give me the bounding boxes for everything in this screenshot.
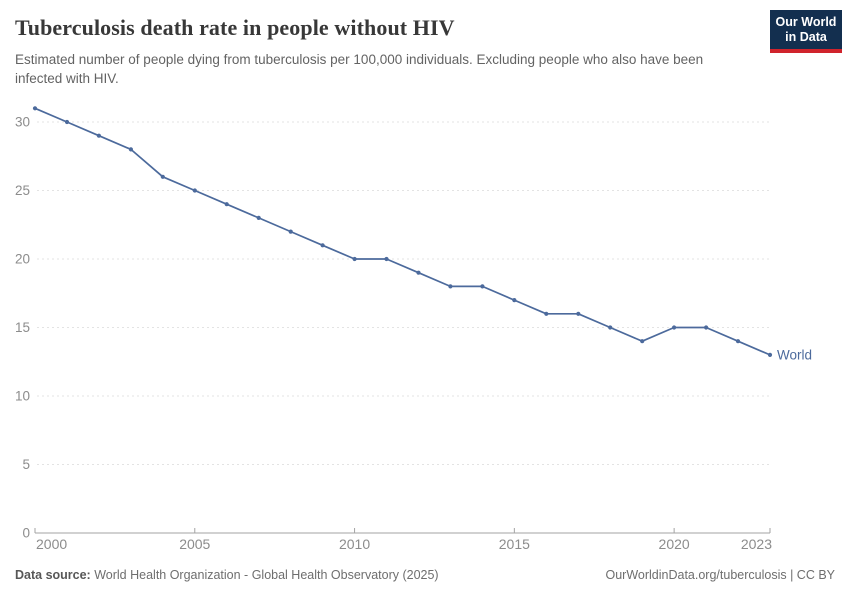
x-axis-tick-label: 2015 — [499, 536, 530, 552]
data-point[interactable] — [96, 133, 101, 138]
x-axis-tick-label: 2005 — [179, 536, 210, 552]
data-point[interactable] — [384, 256, 389, 262]
data-point[interactable] — [256, 215, 261, 220]
x-axis-tick-label: 2000 — [36, 536, 67, 552]
owid-logo-text: Our World in Data — [770, 10, 842, 49]
data-point[interactable] — [512, 298, 517, 303]
data-point[interactable] — [288, 229, 293, 234]
data-point[interactable] — [480, 284, 485, 289]
y-axis-tick-label: 25 — [15, 183, 30, 198]
owid-logo-line2: in Data — [785, 30, 827, 44]
credit-link[interactable]: OurWorldinData.org/tuberculosis | CC BY — [605, 568, 836, 582]
data-point[interactable] — [448, 284, 453, 289]
data-point[interactable] — [735, 339, 741, 344]
data-point[interactable] — [352, 256, 357, 262]
data-source-label: Data source: — [15, 568, 91, 582]
y-axis-tick-label: 20 — [15, 252, 30, 267]
chart-subtitle: Estimated number of people dying from tu… — [15, 52, 704, 86]
data-point[interactable] — [672, 325, 677, 330]
data-point[interactable] — [767, 352, 773, 357]
x-axis-tick-label: 2020 — [659, 536, 690, 552]
chart-footer: Data source: World Health Organization -… — [15, 567, 835, 583]
y-axis-tick-label: 0 — [22, 526, 30, 541]
owid-logo-red-bar — [770, 49, 842, 53]
series-end-label: World — [777, 347, 812, 362]
data-point[interactable] — [544, 311, 549, 316]
data-point[interactable] — [128, 147, 133, 152]
data-point[interactable] — [192, 188, 197, 193]
y-axis-tick-label: 10 — [15, 389, 30, 404]
data-point[interactable] — [608, 325, 613, 330]
data-source-text: World Health Organization - Global Healt… — [94, 568, 439, 582]
x-axis-tick-label: 2023 — [741, 536, 772, 552]
data-point[interactable] — [320, 243, 325, 248]
owid-logo[interactable]: Our World in Data — [770, 10, 842, 53]
data-point[interactable] — [224, 202, 229, 207]
data-point[interactable] — [64, 119, 70, 125]
chart-title: Tuberculosis death rate in people withou… — [15, 15, 455, 40]
x-axis-tick-label: 2010 — [339, 536, 370, 552]
data-source: Data source: World Health Organization -… — [15, 567, 439, 583]
y-axis-tick-label: 30 — [15, 115, 30, 130]
data-point[interactable] — [640, 339, 645, 344]
data-point[interactable] — [576, 311, 581, 316]
data-point[interactable] — [160, 174, 165, 179]
world-line[interactable] — [34, 107, 771, 356]
data-point[interactable] — [416, 270, 421, 275]
y-axis-tick-label: 5 — [22, 457, 30, 472]
chart-header: Tuberculosis death rate in people withou… — [15, 14, 755, 88]
data-point[interactable] — [704, 325, 709, 330]
data-point[interactable] — [32, 106, 38, 111]
y-axis-tick-label: 15 — [15, 320, 30, 335]
owid-logo-line1: Our World — [775, 15, 837, 29]
